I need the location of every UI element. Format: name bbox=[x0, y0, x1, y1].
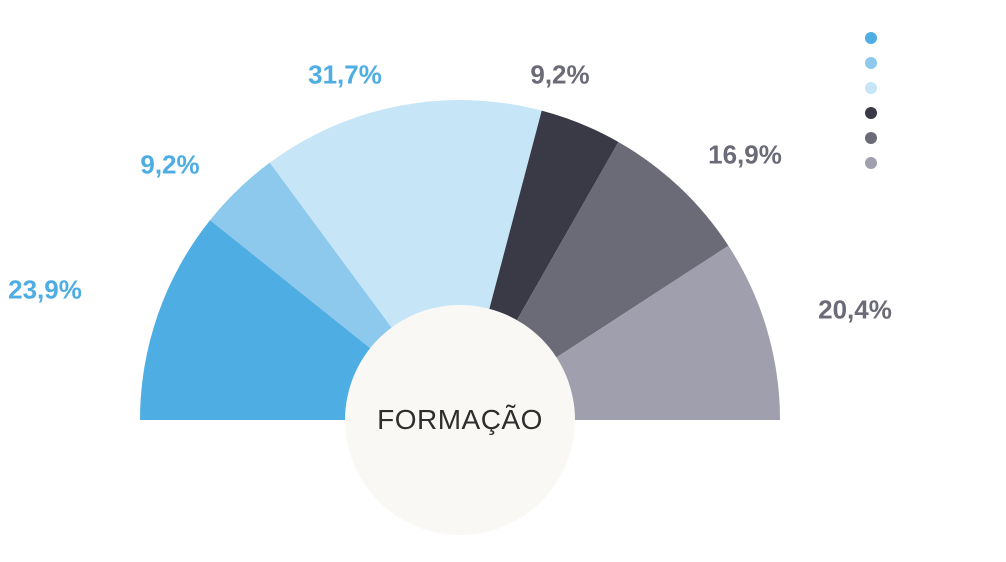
legend-item bbox=[865, 107, 887, 119]
legend-dot-icon bbox=[865, 132, 877, 144]
chart-slice-label: 16,9% bbox=[708, 140, 782, 171]
legend-dot-icon bbox=[865, 107, 877, 119]
chart-slice-label: 31,7% bbox=[308, 60, 382, 91]
chart-svg bbox=[0, 0, 1006, 562]
chart-center-label: FORMAÇÃO bbox=[377, 404, 543, 436]
half-donut-chart: 23,9% 9,2% 31,7% 9,2% 16,9% 20,4% FORMAÇÃO bbox=[0, 0, 1006, 562]
chart-slice-label: 20,4% bbox=[818, 295, 892, 326]
legend-item bbox=[865, 157, 887, 169]
legend-dot-icon bbox=[865, 157, 877, 169]
legend-dot-icon bbox=[865, 57, 877, 69]
chart-legend bbox=[865, 32, 887, 182]
legend-dot-icon bbox=[865, 82, 877, 94]
chart-slice-label: 9,2% bbox=[140, 150, 199, 181]
legend-item bbox=[865, 132, 887, 144]
chart-slice-label: 9,2% bbox=[530, 60, 589, 91]
legend-item bbox=[865, 32, 887, 44]
legend-item bbox=[865, 57, 887, 69]
legend-dot-icon bbox=[865, 32, 877, 44]
legend-item bbox=[865, 82, 887, 94]
chart-slice-label: 23,9% bbox=[8, 275, 82, 306]
